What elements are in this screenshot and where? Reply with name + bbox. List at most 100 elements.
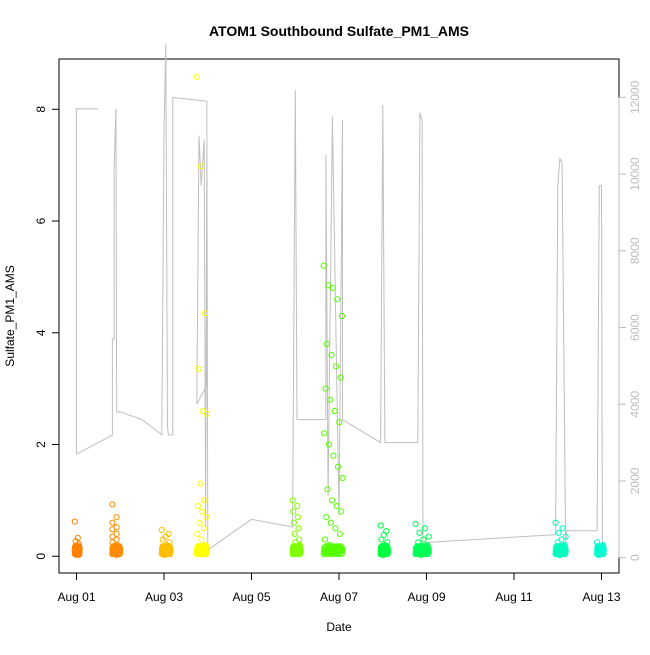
data-point bbox=[194, 530, 201, 538]
y-axis-label: Sulfate_PM1_AMS bbox=[3, 265, 17, 366]
data-point bbox=[339, 550, 346, 557]
data-point bbox=[425, 550, 432, 557]
data-point bbox=[289, 497, 296, 504]
data-point bbox=[158, 526, 165, 534]
data-point bbox=[203, 550, 210, 557]
y2-tick-label: 8000 bbox=[628, 237, 642, 264]
data-point bbox=[202, 310, 209, 317]
data-point bbox=[598, 543, 605, 550]
data-point bbox=[294, 514, 301, 521]
data-point bbox=[202, 542, 209, 549]
y-axis-right: 0 2000 4000 6000 8000 10000 12000 bbox=[618, 80, 642, 561]
data-point bbox=[325, 441, 332, 448]
data-point bbox=[379, 544, 386, 552]
data-point bbox=[339, 547, 346, 554]
data-point bbox=[334, 296, 341, 303]
data-point bbox=[109, 526, 116, 533]
data-point bbox=[113, 547, 120, 554]
altitude-trace-line bbox=[74, 43, 603, 551]
data-point bbox=[320, 262, 327, 269]
data-point bbox=[334, 463, 342, 470]
y-tick-label: 8 bbox=[34, 106, 48, 113]
y-tick-label: 0 bbox=[34, 553, 48, 560]
data-point bbox=[380, 531, 387, 539]
data-point bbox=[331, 407, 338, 415]
x-tick-label: Aug 11 bbox=[495, 590, 532, 604]
data-point bbox=[297, 550, 304, 557]
data-point bbox=[326, 542, 333, 549]
data-point bbox=[555, 529, 562, 536]
data-point bbox=[597, 550, 604, 557]
x-tick-label: Aug 13 bbox=[582, 590, 620, 604]
data-point bbox=[323, 340, 330, 347]
data-point bbox=[327, 519, 334, 526]
data-point bbox=[338, 508, 345, 515]
y2-tick-label: 4000 bbox=[628, 391, 642, 418]
data-point bbox=[199, 508, 206, 515]
sulfate-points-layer bbox=[71, 73, 607, 559]
data-point bbox=[203, 514, 210, 521]
data-point bbox=[329, 497, 336, 504]
x-tick-label: Aug 01 bbox=[57, 590, 95, 604]
data-point bbox=[335, 550, 342, 557]
data-point bbox=[379, 552, 387, 559]
data-point bbox=[294, 502, 301, 510]
data-point bbox=[161, 552, 168, 559]
data-point bbox=[291, 530, 298, 538]
x-tick-label: Aug 03 bbox=[145, 590, 183, 604]
data-point bbox=[199, 407, 206, 415]
data-point bbox=[109, 519, 116, 526]
data-point bbox=[424, 542, 431, 549]
y-axis-left: 0 2 4 6 8 bbox=[34, 106, 60, 560]
data-point bbox=[425, 533, 432, 540]
data-point bbox=[73, 552, 81, 559]
data-point bbox=[322, 385, 329, 392]
y-tick-label: 6 bbox=[34, 217, 48, 224]
data-point bbox=[329, 285, 336, 292]
x-axis-label: Date bbox=[326, 620, 352, 634]
data-point bbox=[419, 544, 426, 552]
data-point bbox=[328, 352, 335, 359]
data-point bbox=[290, 519, 297, 526]
data-point bbox=[293, 550, 300, 557]
data-point bbox=[333, 502, 340, 510]
data-point bbox=[201, 497, 208, 504]
data-point bbox=[560, 550, 567, 557]
data-point bbox=[553, 547, 560, 554]
data-point bbox=[330, 452, 337, 459]
data-point bbox=[424, 548, 431, 555]
data-point bbox=[323, 514, 330, 521]
y2-tick-label: 2000 bbox=[628, 467, 642, 494]
altitude-trace-layer bbox=[74, 43, 603, 551]
data-point bbox=[197, 163, 205, 170]
data-point bbox=[561, 542, 568, 549]
y2-tick-label: 6000 bbox=[628, 314, 642, 341]
data-point bbox=[554, 539, 561, 546]
data-point bbox=[71, 518, 78, 525]
data-point bbox=[557, 544, 564, 552]
data-point bbox=[200, 525, 207, 532]
data-point bbox=[194, 502, 202, 510]
data-point bbox=[377, 522, 384, 529]
data-point bbox=[338, 312, 345, 320]
data-point bbox=[332, 363, 340, 370]
data-point bbox=[332, 525, 339, 532]
data-point bbox=[552, 519, 559, 526]
data-point bbox=[203, 410, 210, 417]
data-point bbox=[109, 501, 116, 508]
data-point bbox=[321, 536, 329, 543]
data-point bbox=[556, 552, 563, 559]
data-point bbox=[559, 525, 566, 532]
data-point bbox=[290, 508, 297, 515]
data-point bbox=[413, 547, 420, 554]
data-point bbox=[295, 525, 302, 532]
data-point bbox=[321, 430, 328, 437]
y2-tick-label: 0 bbox=[628, 554, 642, 561]
y-tick-label: 4 bbox=[34, 329, 48, 336]
data-point bbox=[197, 480, 204, 487]
chart-title: ATOM1 Southbound Sulfate_PM1_AMS bbox=[209, 23, 469, 39]
x-tick-label: Aug 05 bbox=[232, 590, 270, 604]
data-point bbox=[562, 533, 569, 540]
